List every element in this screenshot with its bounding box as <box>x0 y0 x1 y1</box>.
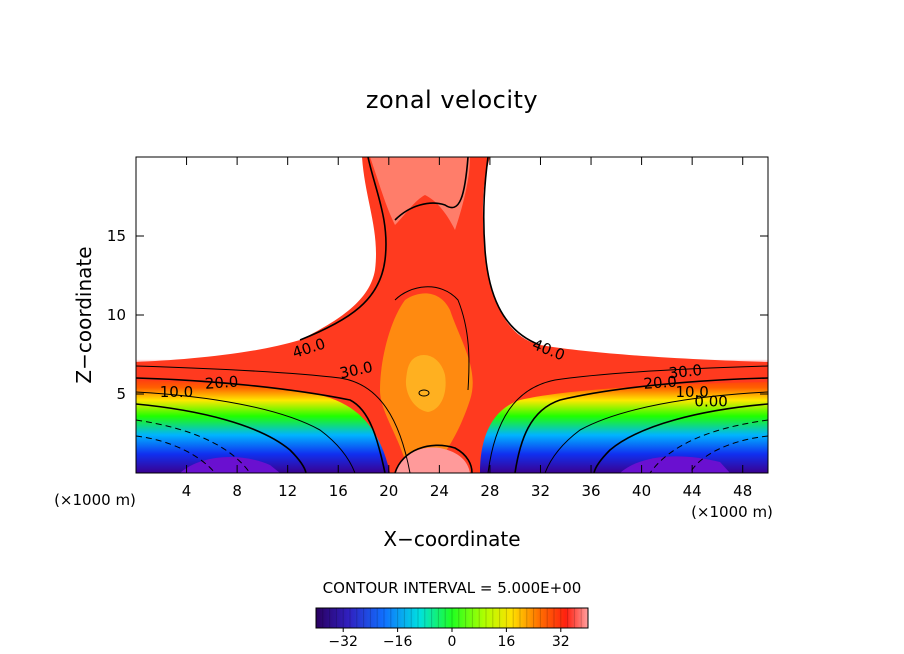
y-axis-label: Z−coordinate <box>72 246 96 383</box>
colorbar-ticks: −32 −16 0 16 32 <box>328 628 570 650</box>
x-unit-right: (×1000 m) <box>691 503 773 521</box>
contour-lines <box>136 157 768 473</box>
x-tick-label: 28 <box>480 482 499 500</box>
chart-title: zonal velocity <box>365 86 539 114</box>
upper-jet-high <box>370 157 470 230</box>
x-axis-ticks: 4 8 12 16 20 24 28 32 36 40 44 48 <box>182 157 752 500</box>
colorbar-segments <box>322 608 582 628</box>
y-tick-label: 10 <box>107 306 126 324</box>
x-tick-label: 20 <box>379 482 398 500</box>
colorbar-tick-label: −32 <box>328 634 358 650</box>
colorbar: −32 −16 0 16 32 <box>315 607 589 650</box>
x-tick-label: 32 <box>531 482 550 500</box>
contour-label: 10.0 <box>675 383 708 401</box>
jet-inner-core <box>405 355 446 412</box>
x-tick-label: 44 <box>683 482 702 500</box>
x-tick-label: 48 <box>733 482 752 500</box>
left-negative-lobe <box>180 457 280 473</box>
x-tick-label: 40 <box>632 482 651 500</box>
x-tick-label: 16 <box>329 482 348 500</box>
y-axis-ticks: 5 10 15 <box>107 227 768 403</box>
y-tick-label: 5 <box>116 385 126 403</box>
x-tick-label: 8 <box>232 482 242 500</box>
colorbar-tick-label: −16 <box>383 634 413 650</box>
y-tick-label: 15 <box>107 227 126 245</box>
contour-label: 0.00 <box>694 393 727 411</box>
contour-label: 30.0 <box>668 361 703 382</box>
colorbar-tick-label: 0 <box>448 634 457 650</box>
colorbar-tick-label: 16 <box>497 634 515 650</box>
x-unit-left: (×1000 m) <box>54 491 136 509</box>
x-tick-label: 36 <box>581 482 600 500</box>
x-tick-label: 24 <box>430 482 449 500</box>
jet-column <box>136 157 768 473</box>
contour-label: 10.0 <box>160 383 193 401</box>
contour-label: 20.0 <box>204 373 239 393</box>
x-tick-label: 4 <box>182 482 192 500</box>
contour-interval-label: CONTOUR INTERVAL = 5.000E+00 <box>323 579 582 597</box>
colorbar-tick-label: 32 <box>552 634 570 650</box>
right-negative-lobe <box>620 456 730 473</box>
x-axis-label: X−coordinate <box>383 527 520 551</box>
bottom-jet-high <box>395 447 470 473</box>
contour-label: 20.0 <box>643 373 678 393</box>
x-tick-label: 12 <box>278 482 297 500</box>
